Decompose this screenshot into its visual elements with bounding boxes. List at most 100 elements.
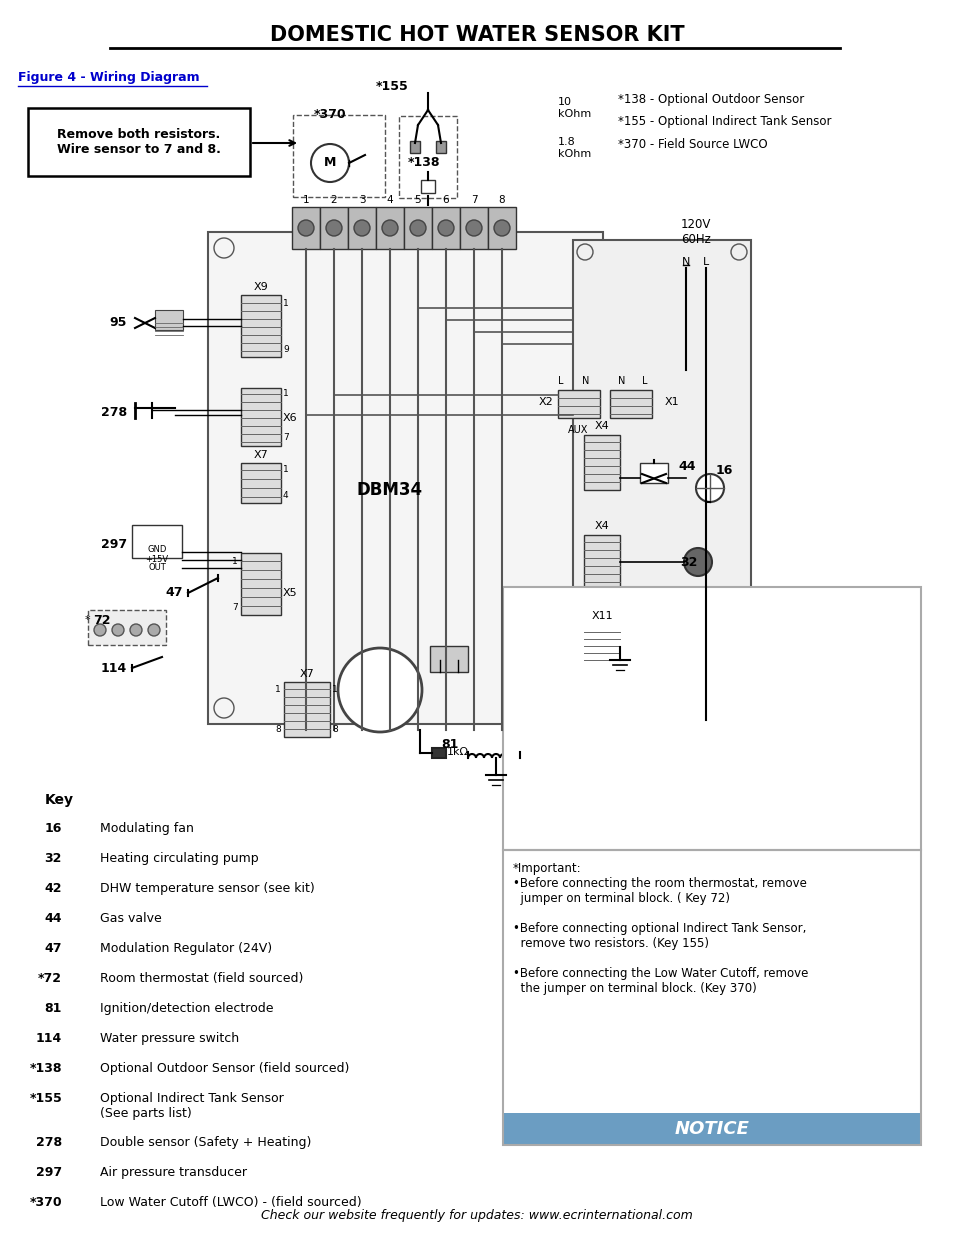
Bar <box>432 207 459 249</box>
Text: *138: *138 <box>30 1062 62 1074</box>
Text: +15V: +15V <box>145 555 169 563</box>
Bar <box>573 240 750 720</box>
Circle shape <box>569 698 594 722</box>
Bar <box>488 207 516 249</box>
Text: Air pressure transducer: Air pressure transducer <box>100 1166 247 1179</box>
Text: *155: *155 <box>375 80 408 94</box>
Text: 7: 7 <box>283 433 289 442</box>
Text: Low Water Cutoff (LWCO) - (field sourced): Low Water Cutoff (LWCO) - (field sourced… <box>100 1195 361 1209</box>
Text: DBM34: DBM34 <box>356 480 422 499</box>
Circle shape <box>577 245 593 261</box>
Bar <box>28 107 250 177</box>
Circle shape <box>311 144 349 182</box>
Bar <box>583 535 619 590</box>
Circle shape <box>465 220 481 236</box>
Text: 114: 114 <box>101 662 127 674</box>
Text: *Important:
•Before connecting the room thermostat, remove
  jumper on terminal : *Important: •Before connecting the room … <box>513 862 807 995</box>
Text: Key: Key <box>45 793 74 806</box>
Text: Modulating fan: Modulating fan <box>100 823 193 835</box>
Text: X2: X2 <box>538 396 553 408</box>
Text: *155 - Optional Indirect Tank Sensor: *155 - Optional Indirect Tank Sensor <box>618 116 831 128</box>
Text: Gas valve: Gas valve <box>100 911 162 925</box>
Text: X11: X11 <box>591 611 612 621</box>
Text: 9: 9 <box>283 346 289 354</box>
Text: 1.8
kOhm: 1.8 kOhm <box>558 137 591 159</box>
Bar <box>241 388 281 446</box>
Bar <box>284 682 330 737</box>
Circle shape <box>730 700 746 716</box>
Text: N: N <box>618 375 625 387</box>
Text: N: N <box>581 375 589 387</box>
Bar <box>459 207 488 249</box>
Circle shape <box>130 624 142 636</box>
Bar <box>241 295 281 357</box>
Circle shape <box>213 698 233 718</box>
Text: 1: 1 <box>232 557 237 566</box>
Text: 1: 1 <box>275 684 281 694</box>
Text: *: * <box>84 615 90 625</box>
Bar <box>430 646 468 672</box>
Text: Figure 4 - Wiring Diagram: Figure 4 - Wiring Diagram <box>18 72 199 84</box>
Circle shape <box>213 238 233 258</box>
Text: OUT: OUT <box>148 563 166 573</box>
Text: Remove both resistors.
Wire sensor to 7 and 8.: Remove both resistors. Wire sensor to 7 … <box>57 128 221 156</box>
Text: 278: 278 <box>36 1136 62 1149</box>
Text: 16: 16 <box>45 823 62 835</box>
Text: X4: X4 <box>594 521 609 531</box>
Bar <box>319 207 348 249</box>
Bar <box>241 553 281 615</box>
Circle shape <box>381 220 397 236</box>
Text: Heating circulating pump: Heating circulating pump <box>100 852 258 864</box>
Text: *370: *370 <box>30 1195 62 1209</box>
Text: 7: 7 <box>232 604 237 613</box>
Circle shape <box>297 220 314 236</box>
Bar <box>132 525 182 558</box>
Text: L: L <box>702 257 708 267</box>
Text: 4: 4 <box>283 492 289 500</box>
Text: 5: 5 <box>415 195 421 205</box>
Text: Ignition/detection electrode: Ignition/detection electrode <box>100 1002 274 1015</box>
Text: 278: 278 <box>101 406 127 420</box>
Text: 2: 2 <box>331 195 337 205</box>
Text: 114: 114 <box>35 1032 62 1045</box>
Circle shape <box>494 220 510 236</box>
Text: 6: 6 <box>442 195 449 205</box>
Text: Check our website frequently for updates: www.ecrinternational.com: Check our website frequently for updates… <box>261 1209 692 1221</box>
Text: 297: 297 <box>36 1166 62 1179</box>
Text: 72: 72 <box>92 614 111 626</box>
Text: DHW temperature sensor (see kit): DHW temperature sensor (see kit) <box>100 882 314 895</box>
Bar <box>609 390 651 417</box>
Circle shape <box>730 245 746 261</box>
Text: 1: 1 <box>283 299 289 308</box>
Circle shape <box>683 548 711 576</box>
Bar <box>502 587 920 850</box>
Text: NOTICE: NOTICE <box>674 1120 749 1137</box>
Text: Optional Indirect Tank Sensor
(See parts list): Optional Indirect Tank Sensor (See parts… <box>100 1092 283 1120</box>
Bar <box>583 625 619 671</box>
Text: X6: X6 <box>283 412 297 424</box>
Text: 8: 8 <box>275 725 281 735</box>
Circle shape <box>112 624 124 636</box>
Bar <box>293 115 385 198</box>
Text: X9: X9 <box>253 282 268 291</box>
Text: 10
kOhm: 10 kOhm <box>558 98 591 119</box>
Circle shape <box>437 220 454 236</box>
Text: X1: X1 <box>664 396 679 408</box>
Circle shape <box>410 220 426 236</box>
Text: *72: *72 <box>38 972 62 986</box>
Bar <box>88 610 166 645</box>
Text: X4: X4 <box>594 421 609 431</box>
Circle shape <box>94 624 106 636</box>
Text: Room thermostat (field sourced): Room thermostat (field sourced) <box>100 972 303 986</box>
Text: 32: 32 <box>679 556 697 568</box>
Text: X7: X7 <box>253 450 268 459</box>
Text: X5: X5 <box>283 588 297 598</box>
Text: 8: 8 <box>498 195 505 205</box>
Text: 44: 44 <box>45 911 62 925</box>
Bar <box>410 141 419 153</box>
Bar <box>403 207 432 249</box>
Text: 81: 81 <box>45 1002 62 1015</box>
Bar <box>639 463 667 483</box>
Text: 297: 297 <box>101 538 127 552</box>
Bar <box>241 463 281 503</box>
